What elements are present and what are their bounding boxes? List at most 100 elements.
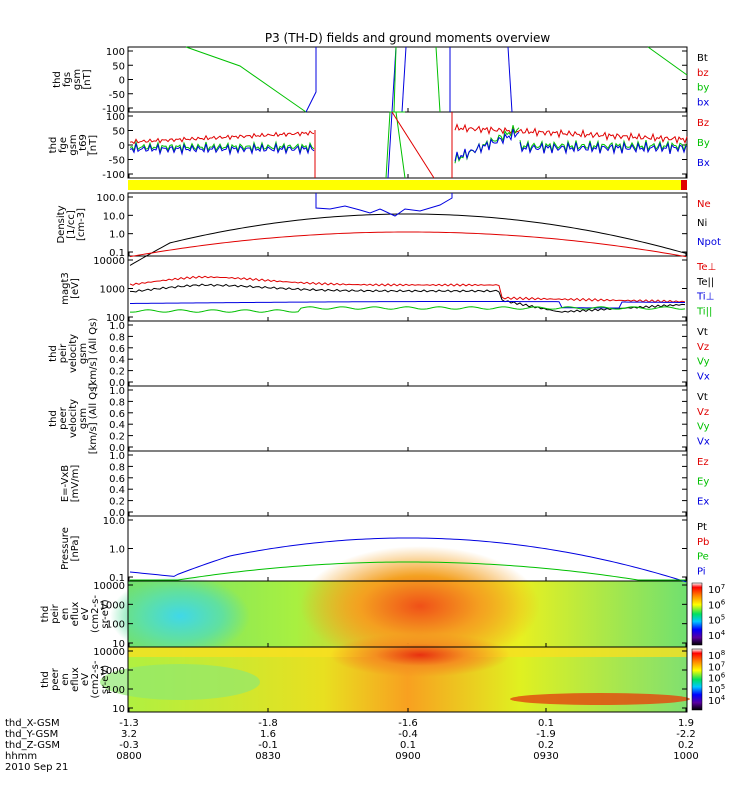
y-axis-label-line: [mV/m] bbox=[70, 465, 81, 503]
y-tick-label: 0.0 bbox=[109, 508, 125, 519]
y-axis-label-line: thd bbox=[48, 410, 59, 427]
x-tick-label: -0.1 bbox=[258, 740, 278, 751]
trace-density-ne bbox=[129, 231, 687, 258]
legend-item: Ex bbox=[697, 496, 709, 507]
heatmap-hot-region bbox=[300, 546, 540, 666]
y-tick-label: 1.0 bbox=[109, 545, 125, 556]
trace-fge-bx-mid bbox=[387, 111, 393, 179]
y-tick-label: 10 bbox=[112, 704, 125, 715]
y-tick-label: -100 bbox=[102, 104, 125, 115]
y-axis-label-line: magt3 bbox=[60, 272, 71, 305]
panel-frame bbox=[127, 255, 688, 322]
y-tick-label: 50 bbox=[112, 127, 125, 138]
panel-frame bbox=[127, 111, 688, 179]
y-axis-label-line: [nPa] bbox=[70, 535, 81, 561]
y-tick-label: 0.0 bbox=[109, 378, 125, 389]
y-axis-label-line: [km/s] (All Qs) bbox=[88, 318, 99, 390]
x-axis-row-label: thd_Y-GSM bbox=[5, 729, 58, 740]
y-axis-label-line: fgs bbox=[62, 72, 73, 87]
x-tick-label: -0.3 bbox=[119, 740, 139, 751]
panel-4: 10000 1000 100 magt3 [eV] Te⊥ Te|| Ti⊥ Ti|| bbox=[60, 255, 716, 324]
x-tick-label: 0.1 bbox=[538, 718, 554, 729]
trace-fge-by bbox=[129, 140, 315, 154]
x-tick-label: 1.9 bbox=[678, 718, 694, 729]
trace-fge-by-mid bbox=[385, 111, 406, 179]
y-tick-label: 0 bbox=[119, 141, 125, 152]
y-axis-label-line: eflux bbox=[70, 667, 81, 692]
legend-item: Vt bbox=[697, 327, 708, 338]
y-tick-label: 0.2 bbox=[109, 432, 125, 443]
y-tick-label: 100 bbox=[106, 313, 125, 324]
legend-item: Ti|| bbox=[696, 306, 712, 317]
x-tick-label: 0.1 bbox=[400, 740, 416, 751]
y-axis-label-line: thd bbox=[48, 345, 59, 362]
x-tick-label: 1.6 bbox=[260, 729, 276, 740]
y-axis-label-line: eV bbox=[80, 673, 91, 686]
panel-7: 1.00.80.60.40.20.0 E=-VxB [mV/m] Ez Ey Ex bbox=[60, 450, 709, 519]
legend-item: bz bbox=[697, 68, 709, 79]
date-label: 2010 Sep 21 bbox=[5, 762, 68, 773]
colorbar-label: 105 bbox=[708, 614, 725, 627]
y-axis-label-line: gsm bbox=[68, 134, 79, 155]
trace-fgs-bx-seg4 bbox=[507, 46, 513, 113]
trace-pressure-pi bbox=[129, 537, 687, 583]
x-tick-label: -1.8 bbox=[258, 718, 278, 729]
legend-item: Vt bbox=[697, 392, 708, 403]
y-tick-label: -50 bbox=[109, 156, 125, 167]
legend-item: bx bbox=[697, 97, 709, 108]
y-tick-label: 0.4 bbox=[109, 420, 125, 431]
y-tick-label: 100 bbox=[106, 47, 125, 58]
legend-item: Pb bbox=[697, 537, 709, 548]
x-tick-label: -2.2 bbox=[676, 729, 696, 740]
heatmap-cool-region bbox=[100, 664, 260, 700]
legend-item: Te⊥ bbox=[696, 262, 716, 273]
y-tick-label: 0.8 bbox=[109, 332, 125, 343]
x-tick-label: -1.3 bbox=[119, 718, 139, 729]
y-axis-label-line: peir bbox=[58, 343, 69, 363]
legend-item: Pe bbox=[697, 552, 709, 563]
y-axis-label-line: sr-eV) bbox=[100, 665, 111, 694]
y-axis-label-line: (cm2-s- bbox=[90, 595, 101, 633]
panel-frame bbox=[127, 192, 688, 257]
y-tick-label: 50 bbox=[112, 61, 125, 72]
trace-fgs-bx bbox=[305, 47, 317, 113]
heatmap-cool-region bbox=[110, 576, 250, 656]
y-axis-label-line: thd bbox=[40, 606, 51, 623]
trace-temp-te-par bbox=[129, 283, 686, 313]
trace-temp-te-perp bbox=[129, 275, 686, 303]
y-axis-label-line: thd bbox=[48, 137, 59, 154]
panel-10: 10000 1000 100 10 thd peer en eflux eV (cm2-s-sr-… bbox=[40, 633, 726, 715]
quality-flag-bar bbox=[128, 180, 681, 190]
x-axis-row-label: thd_Z-GSM bbox=[5, 740, 60, 751]
legend-item: by bbox=[697, 83, 709, 94]
y-axis-label-line: (cm2-s- bbox=[90, 660, 101, 698]
y-tick-label: 1.0 bbox=[109, 321, 125, 332]
y-tick-label: 100.0 bbox=[96, 193, 125, 204]
y-tick-label: 0.6 bbox=[109, 344, 125, 355]
y-tick-label: 0.2 bbox=[109, 367, 125, 378]
y-axis-label-line: gsm bbox=[78, 343, 89, 364]
y-axis-label-line: [km/s] (All Qs) bbox=[88, 383, 99, 455]
legend-item: Ez bbox=[697, 457, 709, 468]
legend-item: Vz bbox=[697, 407, 709, 418]
y-axis-label-line: sr-eV) bbox=[100, 599, 111, 628]
y-tick-label: 0.0 bbox=[109, 443, 125, 454]
trace-fge-bx-right bbox=[454, 128, 520, 162]
legend-item: Vz bbox=[697, 342, 709, 353]
legend-item: Vy bbox=[697, 357, 710, 368]
y-axis-label-line: [nT] bbox=[82, 69, 93, 89]
y-tick-label: 10000 bbox=[93, 647, 125, 658]
legend-item: Ti⊥ bbox=[696, 292, 714, 303]
trace-fgs-by-seg bbox=[393, 46, 405, 113]
y-tick-label: 0.1 bbox=[109, 573, 125, 584]
trace-fgs-by-seg2 bbox=[435, 46, 441, 113]
y-axis-label-line: velocity bbox=[68, 399, 79, 438]
heatmap-low-band bbox=[510, 693, 690, 705]
x-tick-label: 1000 bbox=[673, 751, 698, 762]
x-axis-row-label: hhmm bbox=[5, 751, 37, 762]
chart-title: P3 (TH-D) fields and ground moments over… bbox=[265, 31, 550, 45]
y-tick-label: 10000 bbox=[93, 581, 125, 592]
y-tick-label: 10000 bbox=[93, 256, 125, 267]
panel-3: 100.0 10.0 1.0 0.1 Density [1/cc] [cm-3] Ne Ni Np… bbox=[56, 192, 721, 259]
